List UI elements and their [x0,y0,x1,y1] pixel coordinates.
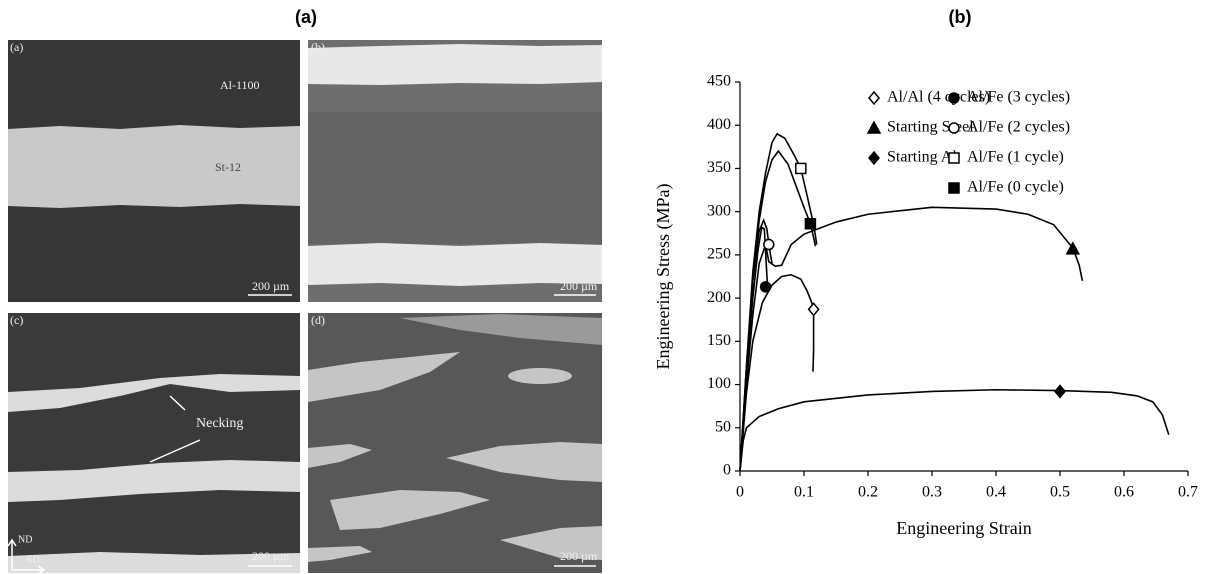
marker [948,152,960,164]
marker [948,122,960,134]
y-tick-label: 300 [707,202,731,219]
series-line [739,388,1170,472]
y-tick-label: 100 [707,375,731,392]
marker [948,92,960,104]
y-tick-label: 0 [723,462,731,479]
legend-label: Al/Fe (1 cycle) [967,149,1064,166]
x-tick-label: 0.2 [858,484,878,501]
micrograph-label: (a) [10,40,23,54]
stress-strain-chart: 0 50 100 150 200 250 300 350 400 450 0 0.1 0.2 0.3 0.4… [653,73,1198,538]
x-tick-label: 0 [736,484,744,501]
micrograph-label: (c) [10,313,23,327]
scale-bar: 200 µm [560,549,598,563]
marker [795,162,807,175]
marker [1054,384,1066,399]
marker [866,120,882,134]
x-tick-label: 0.6 [1114,484,1134,501]
x-tick-label: 0.4 [986,484,1006,501]
panel-title: (b) [949,7,972,27]
series-line [739,132,818,472]
y-tick-label: 250 [707,246,731,263]
y-axis-label: Engineering Stress (MPa) [653,184,674,370]
micrograph-label: (b) [311,40,325,54]
micrograph [308,40,602,302]
micrograph [308,313,602,573]
x-axis-label: Engineering Strain [896,518,1031,538]
y-tick-label: 200 [707,289,731,306]
legend-label: Al/Al (4 cycles) [887,89,990,106]
marker [759,281,772,293]
annotation: Necking [196,416,243,431]
x-tick-label: 0.3 [922,484,942,501]
micrograph [8,40,300,302]
x-tick-label: 0.7 [1178,484,1198,501]
legend-label: Al/Fe (2 cycles) [967,119,1070,136]
x-tick-label: 0.1 [794,484,814,501]
marker [868,150,880,166]
y-tick-label: 50 [715,418,731,435]
annotation: ND [18,534,32,545]
micrograph-label: (d) [311,313,325,327]
scale-bar: 200 µm [252,279,290,293]
annotation: RD [26,554,40,565]
marker [868,90,880,106]
panel-title: (a) [295,7,317,27]
x-tick-label: 0.5 [1050,484,1070,501]
y-tick-label: 150 [707,332,731,349]
legend-label: Starting Al [887,149,957,166]
marker [807,302,820,317]
series-line [739,206,1084,472]
legend-label: Starting Steel [887,119,974,136]
annotation: St-12 [215,160,241,174]
y-tick-label: 400 [707,116,731,133]
legend-label: Al/Fe (3 cycles) [967,89,1070,106]
annotation: Al-1100 [220,78,260,92]
micrograph [7,313,300,574]
marker [763,238,775,251]
y-tick-label: 450 [707,73,731,90]
marker [1065,241,1081,255]
scale-bar: 200 µm [560,279,598,293]
scale-bar: 200 µm [252,549,290,563]
marker [804,218,817,230]
y-tick-label: 350 [707,159,731,176]
legend-label: Al/Fe (0 cycle) [967,179,1064,196]
marker [948,182,960,194]
